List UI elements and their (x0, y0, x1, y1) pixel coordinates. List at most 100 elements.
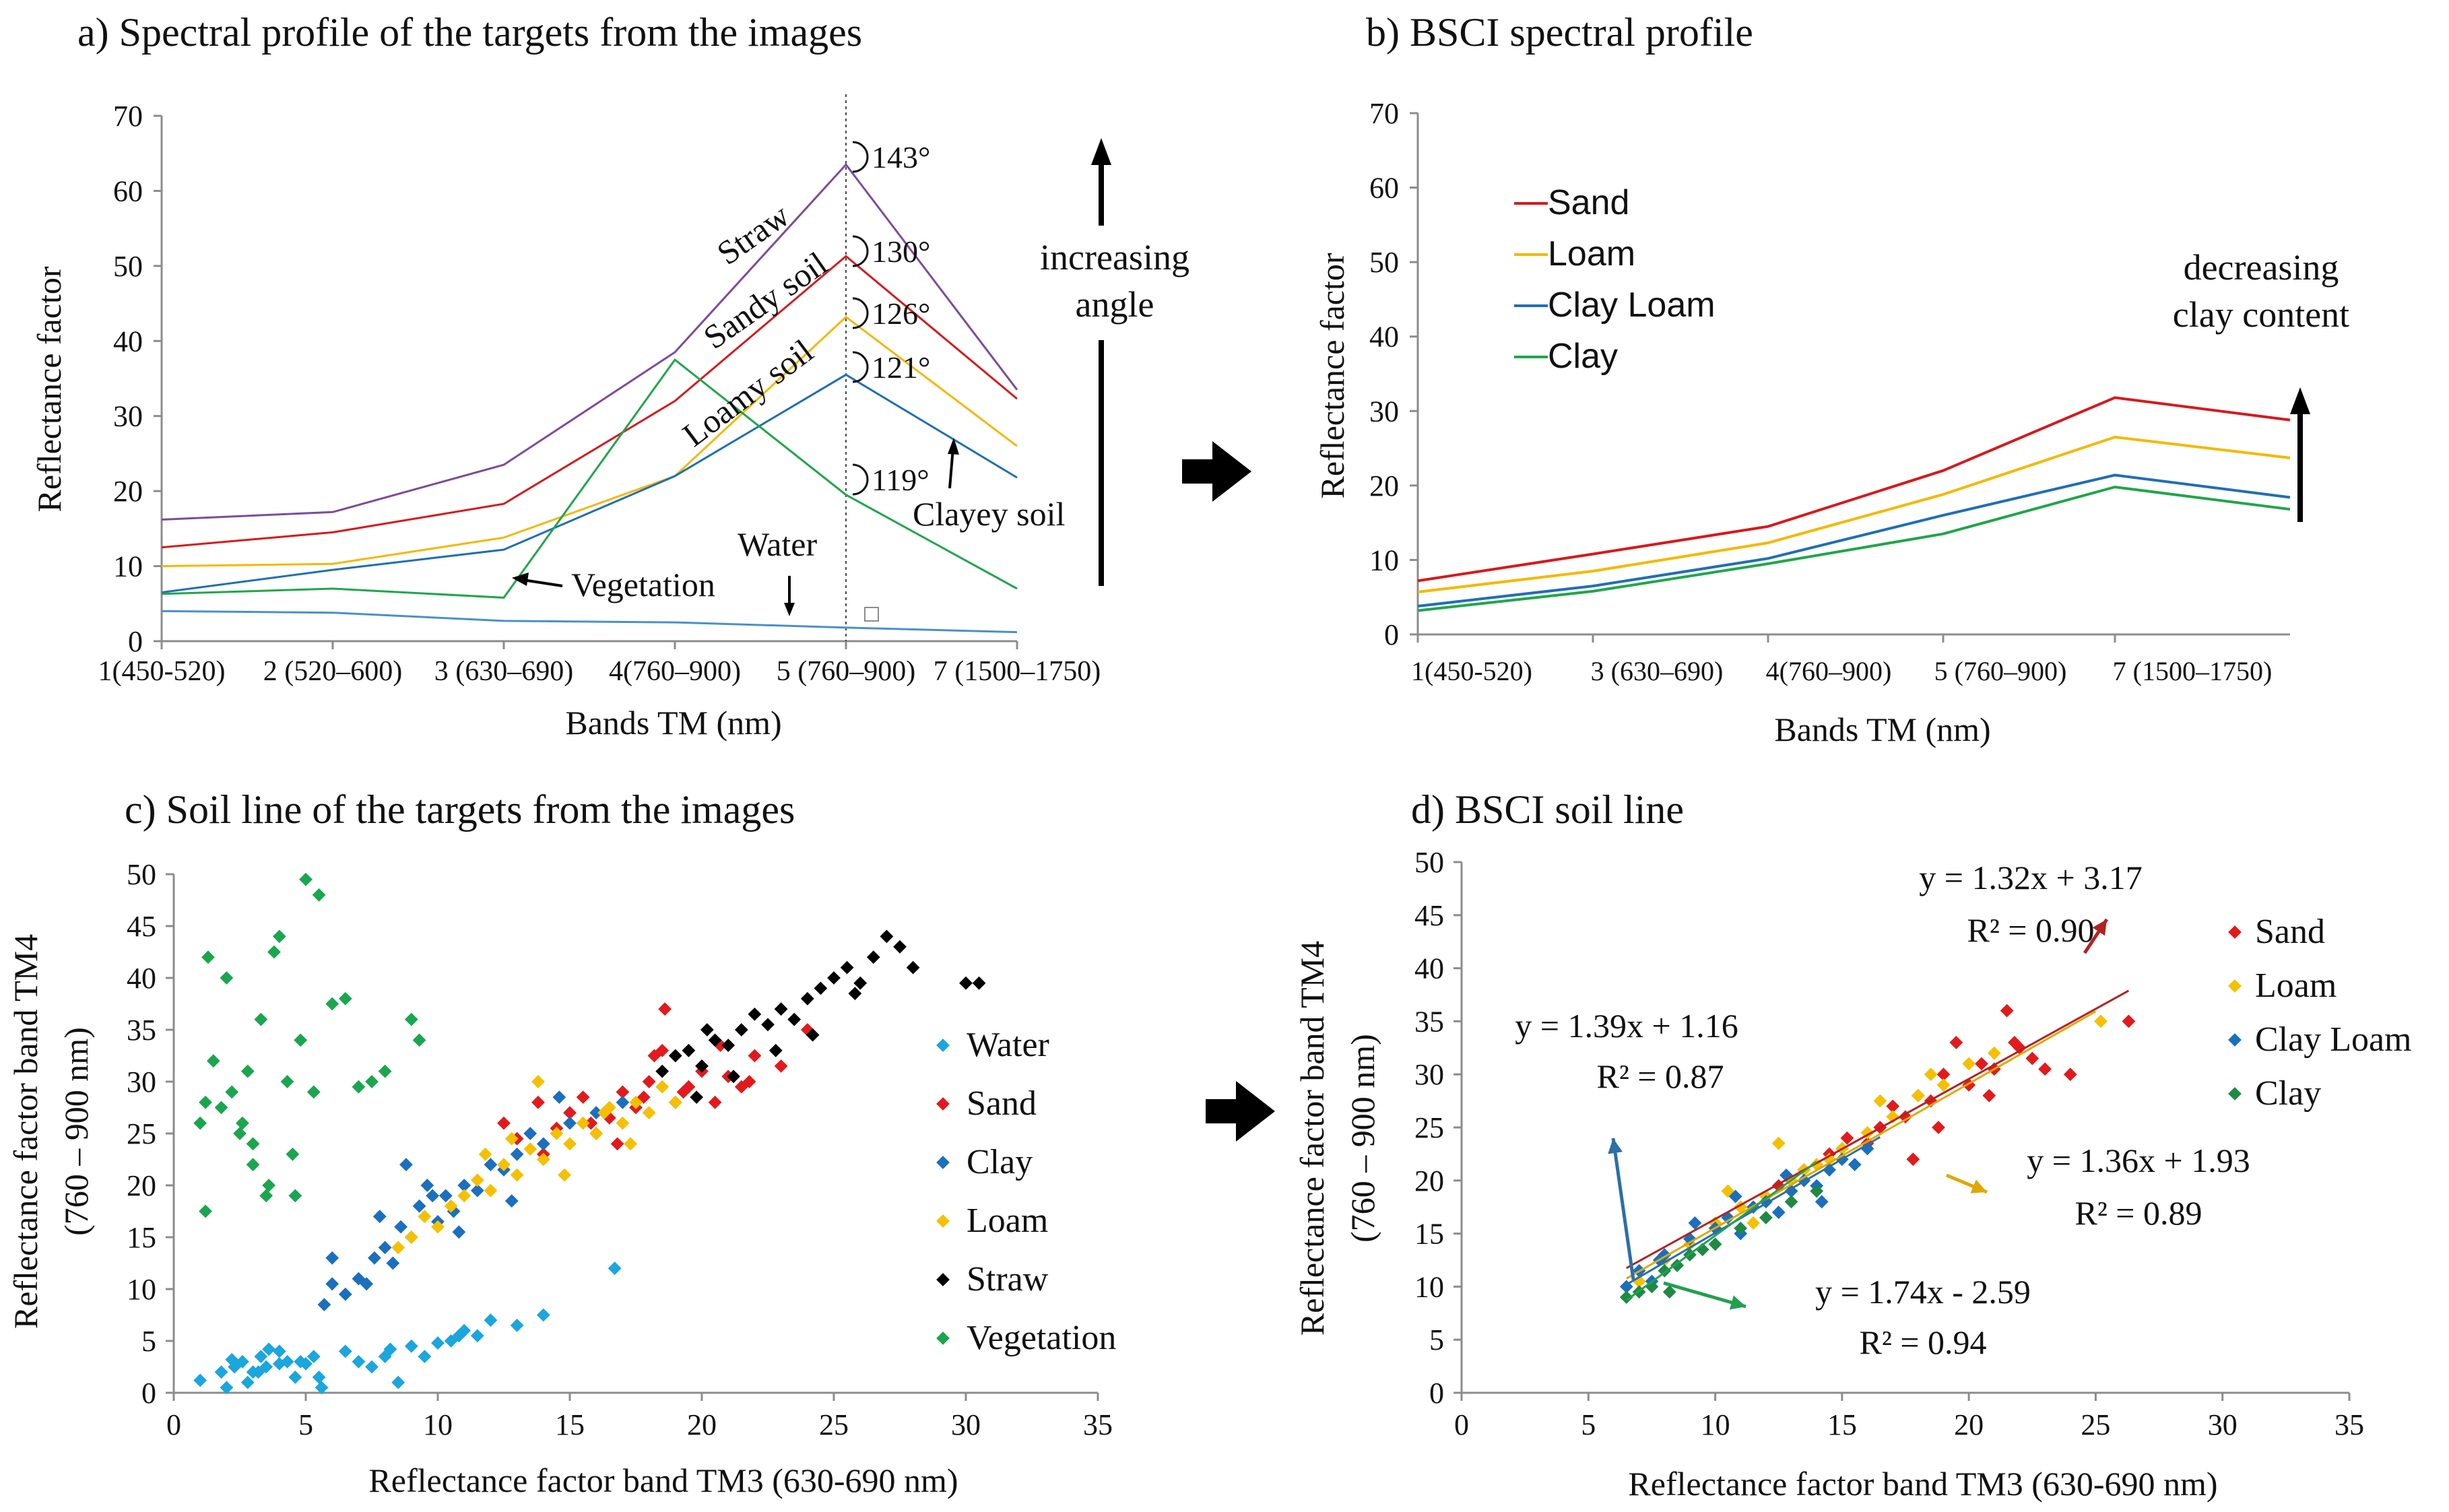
c-point-straw (880, 929, 894, 944)
c-point-straw (972, 976, 986, 990)
d-fit-line-clay (1625, 1160, 1818, 1301)
d-y-tick-label: 10 (1414, 1270, 1444, 1303)
panel-d-axes: 0 5 10 15 20 25 30 35 40 45 50 0 5 10 15 20 25 30 35 (1414, 846, 2364, 1441)
a-y-tick-label: 20 (113, 475, 143, 508)
angle-arc-1 (852, 141, 869, 173)
d-y-tick-label: 25 (1414, 1111, 1444, 1144)
c-point-sand (774, 1059, 788, 1073)
c-point-clay (589, 1106, 603, 1120)
c-point-water (404, 1339, 418, 1353)
clayey-pointer-head (948, 438, 959, 455)
c-point-loam (484, 1183, 498, 1197)
c-point-straw (727, 1070, 740, 1084)
b-y-tick-label: 30 (1369, 395, 1399, 428)
c-y-tick-label: 35 (127, 1014, 156, 1047)
d-point-clay (1759, 1211, 1773, 1224)
c-point-vegetation (240, 1064, 255, 1078)
c-point-sand (642, 1075, 656, 1088)
c-point-water (338, 1344, 352, 1358)
c-point-water (470, 1329, 484, 1343)
c-point-straw (853, 976, 868, 990)
annotation-sandy-soil: Sandy soil (696, 244, 834, 356)
d-point-sand (1932, 1121, 1945, 1134)
a-y-tick-label: 0 (128, 625, 143, 658)
c-legend-marker-loam (936, 1214, 950, 1228)
c-point-loam (418, 1210, 432, 1224)
c-point-loam (497, 1158, 511, 1172)
c-point-vegetation (262, 1179, 276, 1192)
b-legend-label-loam: Loam (1548, 234, 1635, 273)
c-point-water (391, 1375, 405, 1389)
c-point-vegetation (299, 872, 313, 886)
c-point-vegetation (233, 1127, 247, 1140)
b-legend-label-clay: Clay (1548, 337, 1618, 376)
angle-arc-3 (852, 297, 869, 329)
a-x-tick-label: 2 (520–600) (263, 656, 402, 687)
c-point-water (431, 1336, 445, 1350)
c-point-clay (457, 1179, 471, 1192)
c-point-vegetation (272, 929, 286, 944)
a-x-tick-label: 5 (760–900) (777, 656, 915, 687)
c-point-straw (800, 991, 814, 1006)
d-legend-label-loam: Loam (2255, 966, 2337, 1005)
c-x-tick-label: 10 (423, 1408, 453, 1441)
c-point-straw (906, 960, 920, 975)
c-point-water (418, 1350, 432, 1363)
panel-d-title: d) BSCI soil line (1411, 787, 1684, 832)
c-point-straw (774, 1002, 788, 1016)
d-point-sand (1982, 1088, 1996, 1103)
c-point-straw (734, 1023, 748, 1037)
d-r2-sand: R² = 0.90 (1967, 911, 2094, 949)
d-y-tick-label: 30 (1414, 1058, 1444, 1091)
increasing-arrow-head (1091, 138, 1111, 165)
c-point-straw (682, 1043, 696, 1057)
d-point-sand (2038, 1062, 2052, 1076)
c-point-vegetation (378, 1064, 392, 1078)
panel-c-y-axis-label-2: (760 – 900 nm) (57, 1027, 95, 1236)
panel-d-y-axis-label-2: (760 – 900 nm) (1344, 1034, 1381, 1243)
d-point-sand (1975, 1057, 1988, 1071)
c-point-loam (444, 1199, 458, 1213)
c-point-loam (391, 1241, 405, 1255)
c-point-straw (840, 960, 854, 975)
right-angle-marker (864, 607, 879, 622)
a-series-sandy-soil (161, 255, 1018, 549)
panel-d-fit-lines (1625, 989, 2130, 1301)
d-point-loam (1823, 1152, 1836, 1166)
angle-label-4: 121° (872, 350, 930, 385)
c-point-water (236, 1354, 249, 1369)
c-point-clay (484, 1158, 498, 1172)
c-point-clay (523, 1127, 537, 1140)
c-y-tick-label: 30 (127, 1065, 156, 1098)
c-point-sand (676, 1085, 690, 1099)
c-x-tick-label: 15 (555, 1408, 585, 1441)
d-point-sand (2063, 1067, 2077, 1082)
c-point-vegetation (225, 1085, 239, 1099)
c-point-loam (478, 1147, 492, 1161)
b-x-tick-label: 7 (1500–1750) (2113, 656, 2273, 686)
c-legend-label-vegetation: Vegetation (967, 1319, 1116, 1357)
c-x-tick-label: 25 (819, 1408, 849, 1441)
c-point-loam (523, 1142, 537, 1156)
c-point-vegetation (193, 1116, 207, 1130)
b-y-tick-label: 40 (1369, 321, 1399, 354)
b-y-tick-label: 0 (1384, 618, 1399, 651)
c-point-loam (404, 1230, 418, 1244)
panel-b-title: b) BSCI spectral profile (1366, 10, 1753, 55)
a-x-tick-label: 1(450-520) (98, 656, 226, 687)
d-point-sand (1936, 1067, 1951, 1082)
a-series-loamy-soil (161, 315, 1018, 568)
d-x-tick-label: 10 (1701, 1408, 1730, 1441)
d-y-tick-label: 35 (1414, 1005, 1444, 1038)
annotation-angle: angle (1076, 284, 1154, 325)
c-point-vegetation (236, 1116, 249, 1130)
c-point-vegetation (404, 1012, 418, 1026)
b-y-tick-label: 50 (1369, 246, 1399, 279)
c-point-loam (536, 1152, 550, 1166)
d-fit-line-loam (1626, 1010, 2097, 1280)
c-point-vegetation (246, 1137, 260, 1151)
c-point-vegetation (201, 950, 215, 964)
d-y-tick-label: 0 (1429, 1377, 1444, 1410)
d-point-sand (1886, 1099, 1900, 1113)
